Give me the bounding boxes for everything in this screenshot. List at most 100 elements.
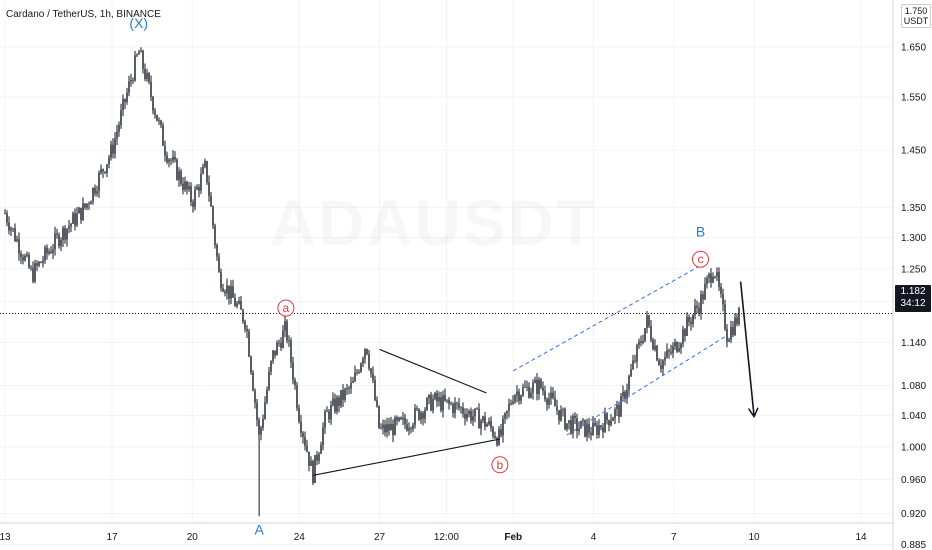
candle-body: [32, 268, 34, 282]
candle-body: [400, 417, 402, 420]
candle-body: [10, 228, 12, 231]
candle-body: [648, 315, 650, 327]
candle-body: [552, 392, 554, 398]
candle-body: [468, 410, 470, 415]
candle-body: [518, 391, 520, 401]
candle-body: [120, 110, 122, 125]
candle-body: [74, 213, 76, 226]
candlestick-series: [4, 47, 740, 517]
candle-body: [44, 247, 46, 261]
candle-body: [580, 420, 582, 429]
candle-body: [396, 417, 398, 421]
candle-body: [246, 328, 248, 332]
candle-body: [348, 388, 350, 389]
candle-body: [702, 294, 704, 300]
candle-body: [234, 297, 236, 307]
candle-body: [184, 181, 186, 190]
candle-body: [338, 397, 340, 406]
candle-body: [222, 288, 224, 292]
candle-body: [676, 342, 678, 352]
candle-body: [688, 316, 690, 323]
candle-body: [564, 409, 566, 430]
drawing-tools[interactable]: [312, 265, 754, 476]
channel-line[interactable]: [513, 265, 701, 372]
candle-body: [636, 345, 638, 362]
candle-body: [218, 256, 220, 273]
candle-body: [336, 397, 338, 412]
candle-body: [456, 402, 458, 404]
candle-body: [154, 110, 156, 115]
candle-body: [526, 386, 528, 388]
candle-body: [514, 395, 516, 402]
candle-body: [106, 164, 108, 173]
candle-body: [448, 399, 450, 404]
candle-body: [700, 294, 702, 314]
trend-line[interactable]: [379, 348, 487, 394]
candle-body: [452, 404, 454, 414]
trend-line[interactable]: [312, 438, 500, 476]
candle-body: [482, 416, 484, 421]
candle-body: [500, 429, 502, 436]
candle-body: [594, 423, 596, 426]
candle-body: [36, 263, 38, 266]
candle-body: [168, 159, 170, 163]
candle-body: [264, 402, 266, 419]
time-tick-label: 20: [187, 532, 199, 543]
candle-body: [52, 249, 54, 253]
candle-body: [322, 427, 324, 446]
candle-body: [342, 390, 344, 400]
candle-body: [502, 418, 504, 436]
candle-body: [212, 206, 214, 226]
candle-body: [112, 144, 114, 154]
candle-body: [244, 321, 246, 329]
candle-body: [584, 419, 586, 437]
candle-body: [626, 389, 628, 399]
projection-arrow[interactable]: [739, 281, 754, 416]
candle-body: [574, 416, 576, 418]
candle-body: [660, 365, 662, 369]
candle-body: [172, 156, 174, 161]
candle-body: [42, 260, 44, 263]
bar-countdown: 34:12: [900, 298, 926, 309]
candle-body: [310, 460, 312, 466]
candle-body: [416, 408, 418, 410]
symbol-title[interactable]: Cardano / TetherUS, 1h, BINANCE: [6, 9, 161, 20]
price-unit-label[interactable]: 1.750 USDT: [901, 4, 931, 28]
candle-body: [478, 408, 480, 429]
candle-body: [522, 387, 524, 396]
candle-body: [638, 341, 640, 346]
time-axis[interactable]: 13 17 20 24 27 12:00 Feb 4 7 10 14: [0, 532, 867, 543]
candle-body: [486, 424, 488, 427]
candle-body: [126, 92, 128, 103]
candle-body: [290, 340, 292, 363]
wave-label: b: [497, 458, 504, 472]
candle-body: [194, 189, 196, 207]
candle-body: [24, 255, 26, 261]
candle-body: [116, 131, 118, 139]
candle-body: [506, 410, 508, 414]
candle-body: [600, 425, 602, 428]
candle-body: [568, 420, 570, 424]
candle-body: [266, 389, 268, 403]
candle-body: [566, 423, 568, 430]
candle-body: [86, 203, 88, 208]
grid: [0, 0, 893, 546]
candle-body: [180, 171, 182, 184]
candle-body: [444, 395, 446, 401]
candle-body: [520, 395, 522, 401]
candle-body: [360, 363, 362, 372]
candle-body: [560, 409, 562, 421]
candle-body: [622, 391, 624, 397]
candle-body: [72, 213, 74, 224]
price-tick-label: 0.885: [901, 540, 926, 550]
candle-body: [128, 81, 130, 93]
candle-body: [632, 360, 634, 370]
candle-body: [104, 171, 106, 173]
candle-body: [528, 386, 530, 398]
candle-body: [240, 301, 242, 310]
candle-body: [160, 120, 162, 126]
time-tick-label: 24: [294, 532, 306, 543]
channel-line[interactable]: [566, 334, 728, 436]
